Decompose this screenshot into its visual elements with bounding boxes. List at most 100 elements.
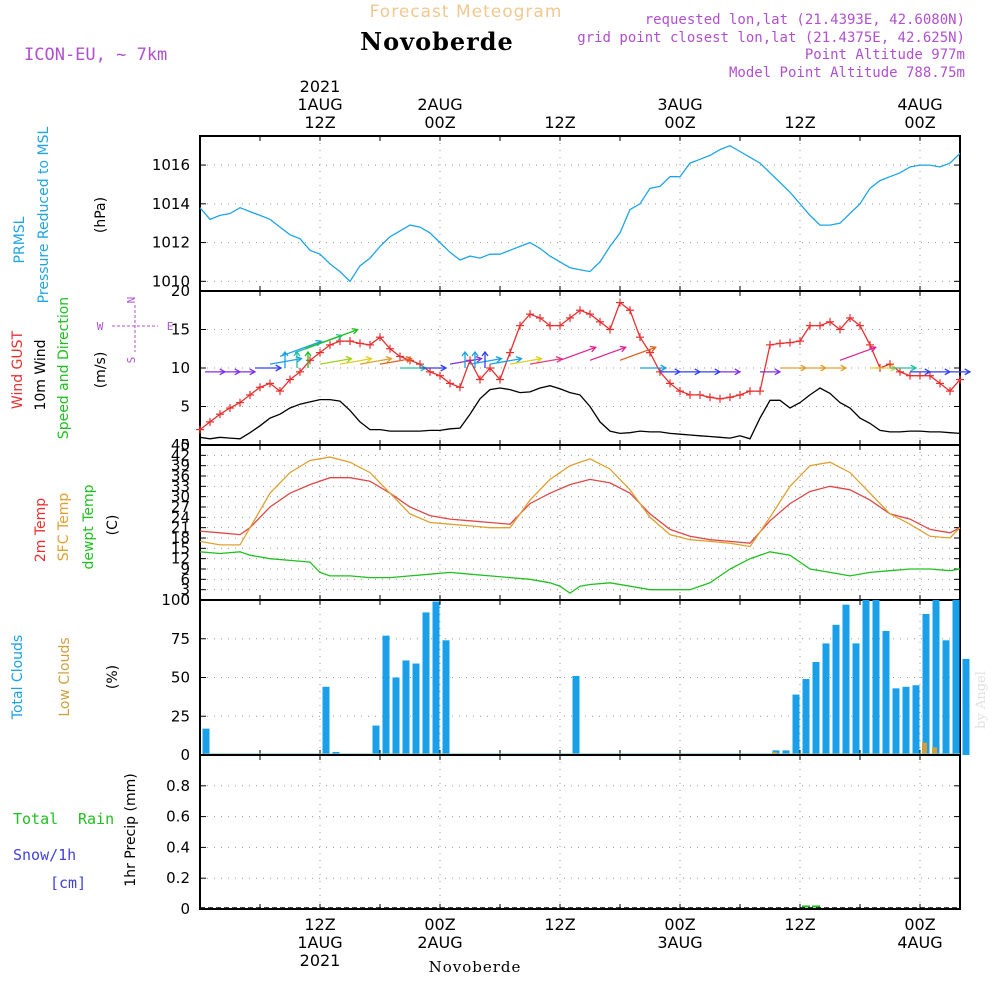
y-tick-label: 1010 xyxy=(152,272,190,290)
wind-arrow xyxy=(255,364,283,372)
gust-marker xyxy=(426,367,434,376)
y-tick-label: 15 xyxy=(171,321,190,339)
wind-arrow-head xyxy=(734,368,742,376)
bottom-day-label: 2AUG xyxy=(417,933,462,952)
gust-marker xyxy=(536,313,544,322)
y-tick-label: 33 xyxy=(171,477,190,495)
wind-arrow-head xyxy=(619,345,627,353)
wind-arrow xyxy=(304,328,359,350)
gust-marker xyxy=(766,340,774,349)
wind-arrow-head xyxy=(440,364,448,372)
wind-arrow xyxy=(950,368,972,376)
y-tick-label: 0.6 xyxy=(166,808,190,826)
gust-marker xyxy=(606,325,614,334)
panel-frame xyxy=(199,754,961,910)
wind-arrow-head xyxy=(964,368,972,376)
top-time-label: 12Z xyxy=(544,113,575,132)
total-cloud-bar xyxy=(422,612,430,755)
gust-marker xyxy=(586,310,594,319)
gust-marker xyxy=(516,321,524,330)
total-label: Total xyxy=(13,810,58,828)
gust-marker xyxy=(926,371,934,380)
top-time-label: 00Z xyxy=(664,113,695,132)
gust-marker xyxy=(496,375,504,384)
total-cloud-bar xyxy=(832,624,840,755)
panel-frame xyxy=(199,135,961,292)
precip-panel: 0 0.2 0.4 0.6 0.8 xyxy=(166,754,961,918)
model-label: ICON-EU, ~ 7km xyxy=(24,45,167,65)
wind-dir-label: Speed and Direction xyxy=(56,297,72,439)
gust-marker xyxy=(956,375,964,384)
total-cloud-bar xyxy=(862,600,870,755)
total-cloud-bar xyxy=(912,685,920,755)
top-year-label: 2021 xyxy=(300,77,341,96)
wind-arrow xyxy=(529,356,563,365)
gust-marker xyxy=(296,367,304,376)
gust-marker xyxy=(476,375,484,384)
total-cloud-bar xyxy=(372,725,380,755)
wind-arrow xyxy=(589,345,627,361)
gust-marker xyxy=(446,379,454,388)
temp2m-line xyxy=(199,477,961,544)
gust-marker xyxy=(816,321,824,330)
y-tick-label: 12 xyxy=(171,550,190,568)
gust-marker xyxy=(286,375,294,384)
y-tick-label: 9 xyxy=(180,560,190,578)
wind-arrow-shaft xyxy=(619,346,656,361)
gust-marker xyxy=(706,393,714,402)
wind-arrow xyxy=(640,364,668,372)
clouds-unit: (%) xyxy=(105,665,121,689)
pressure-panel: 1010 1012 1014 1016 xyxy=(152,135,961,292)
y-tick-label: 10 xyxy=(171,359,190,377)
wind-arrow-up xyxy=(304,350,312,368)
total-cloud-bar xyxy=(962,658,970,755)
total-cloud-bar xyxy=(882,631,890,755)
gust-marker xyxy=(716,394,724,403)
y-tick-label: 0.2 xyxy=(166,869,190,887)
wind-arrow xyxy=(339,356,373,365)
wind-unit: (m/s) xyxy=(93,352,109,389)
wind-arrow-head xyxy=(351,328,359,335)
top-time-label: 00Z xyxy=(424,113,455,132)
wind-arrow xyxy=(930,368,952,376)
y-tick-label: 0.8 xyxy=(166,777,190,795)
wind-line xyxy=(199,385,961,440)
top-time-label: 12Z xyxy=(784,113,815,132)
gust-marker xyxy=(326,340,334,349)
wind-labels: Wind GUST 10m Wind Speed and Direction (… xyxy=(10,297,173,440)
wind-arrow-head xyxy=(365,356,373,363)
wind-arrow-head xyxy=(555,356,563,363)
wind-label: 10m Wind xyxy=(33,339,49,410)
bottom-day-label: 4AUG xyxy=(897,933,942,952)
bottom-time-label: 12Z xyxy=(784,915,815,934)
location-title: Novoberde xyxy=(360,27,514,56)
snow-label: Snow/1h xyxy=(13,846,76,864)
wind-arrow-up xyxy=(471,350,479,368)
gust-marker xyxy=(356,339,364,348)
total-cloud-bar xyxy=(902,686,910,755)
y-tick-label: 5 xyxy=(180,398,190,416)
gust-marker xyxy=(636,333,644,342)
gust-marker xyxy=(786,338,794,347)
gust-marker xyxy=(276,387,284,396)
rain-bar xyxy=(812,905,820,908)
wind-arrow-up xyxy=(461,350,469,368)
gust-line xyxy=(199,301,961,431)
wind-arrow-head xyxy=(345,356,353,363)
total-cloud-bar xyxy=(202,728,210,755)
gust-marker xyxy=(486,364,494,372)
y-tick-label: 20 xyxy=(171,282,190,300)
wind-arrow-head xyxy=(295,356,303,363)
bottom-time-label: 00Z xyxy=(664,915,695,934)
wind-arrow-head xyxy=(385,356,393,363)
gust-marker xyxy=(566,313,574,322)
wind-arrow-head xyxy=(515,356,523,363)
gust-marker xyxy=(726,393,734,402)
gust-marker xyxy=(576,306,584,315)
gust-marker xyxy=(346,337,354,346)
gust-marker xyxy=(626,306,634,315)
y-tick-label: 25 xyxy=(171,707,190,725)
gust-marker xyxy=(366,340,374,349)
gust-marker xyxy=(686,390,694,399)
